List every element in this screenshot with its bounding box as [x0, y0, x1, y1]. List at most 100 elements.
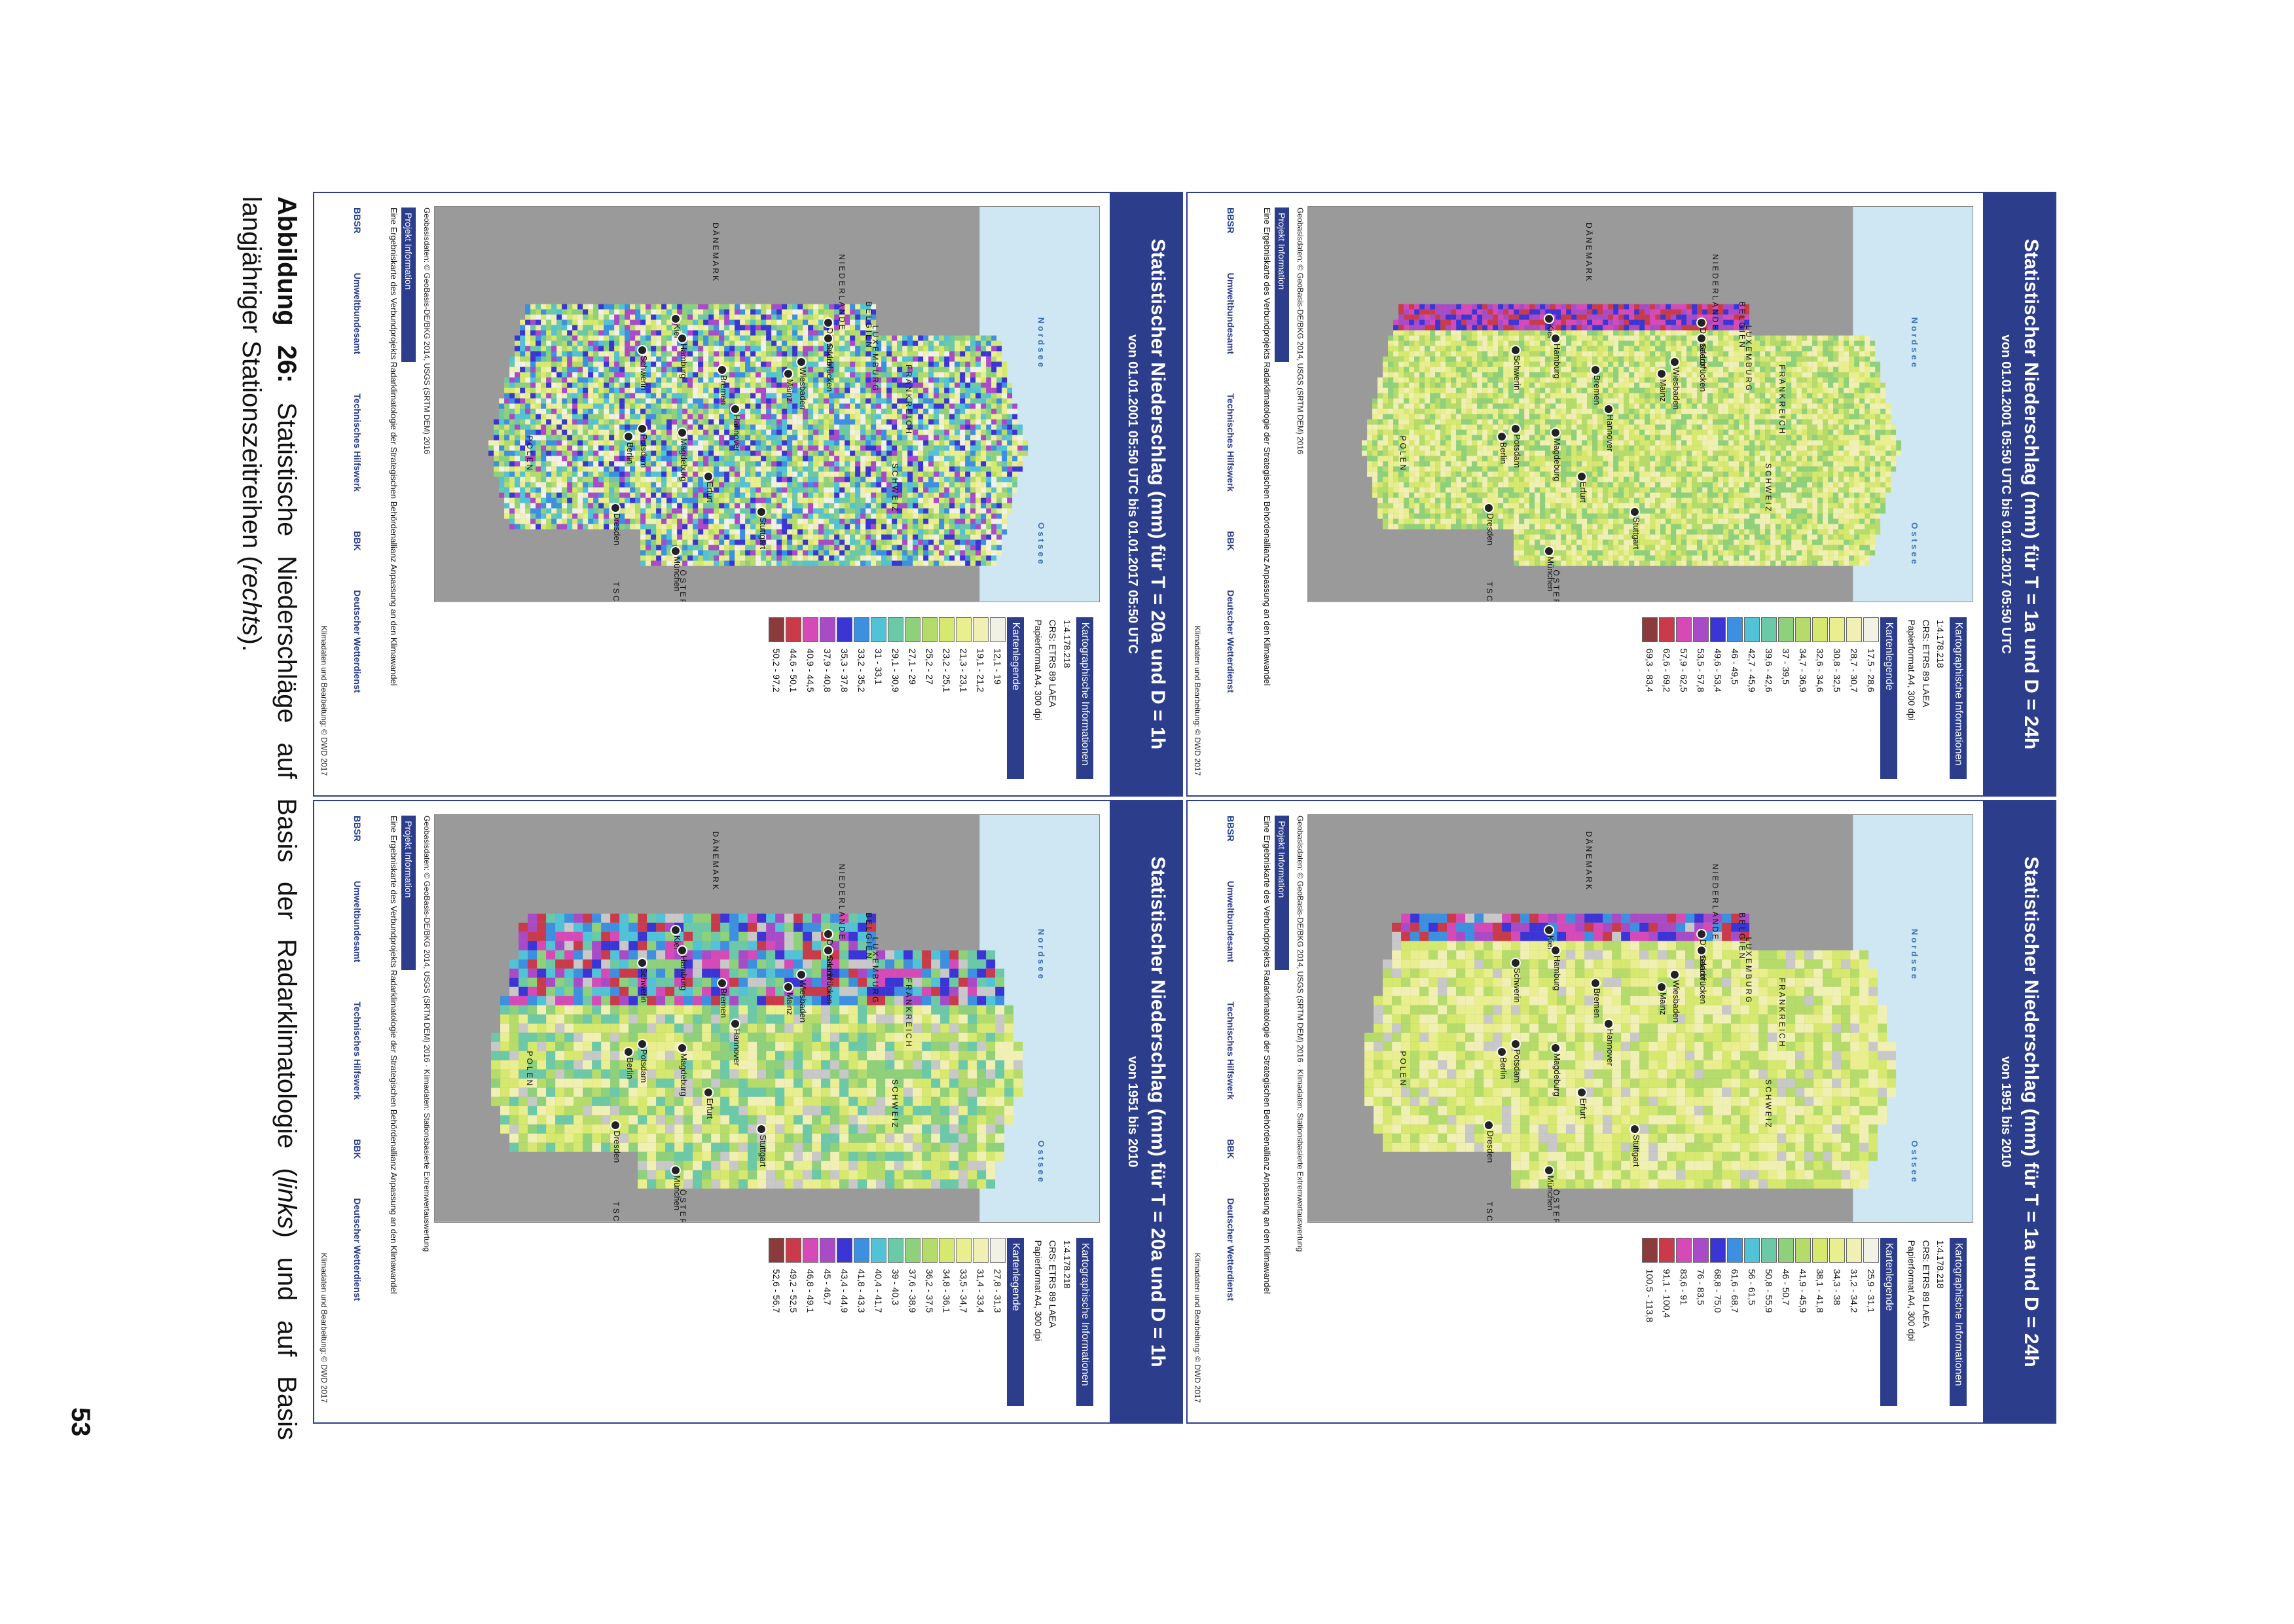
legend-label: 32,6 - 34,6: [1815, 648, 1825, 693]
legend-item: 100,5 - 113,8: [1642, 1237, 1658, 1406]
legend-swatch: [1829, 617, 1845, 642]
legend-swatch: [1727, 1237, 1743, 1263]
country-label: TSCHECHIEN: [1485, 581, 1494, 602]
map-info-text: CRS: ETRS 89 LAEA: [1047, 619, 1058, 708]
legend-label: 83,6 - 91: [1679, 1269, 1689, 1305]
legend-label: 50,2 - 97,2: [771, 648, 782, 693]
legend-label: 41,8 - 43,3: [856, 1269, 867, 1313]
legend-label: 35,3 - 37,8: [839, 648, 850, 693]
legend-label: 31 - 33,1: [873, 648, 884, 685]
city-marker: [1696, 929, 1707, 940]
partner-logo: Technisches Hilfswerk: [1226, 393, 1236, 492]
country-label: LUXEMBURG: [871, 325, 881, 393]
city-marker: [1696, 333, 1707, 344]
legend-item: 49,2 - 52,5: [786, 1237, 801, 1406]
project-text: Eine Ergebniskarte des Verbundprojekts R…: [1262, 816, 1272, 1294]
map-info-text: CRS: ETRS 89 LAEA: [1047, 1240, 1058, 1328]
legend-label: 37,9 - 40,8: [822, 648, 833, 693]
city-label: Hamburg: [678, 343, 689, 379]
legend-label: 39 - 40,3: [890, 1269, 901, 1305]
map-title-banner: Statistischer Niederschlag (mm) für T = …: [1110, 193, 1182, 795]
credit-text: Klimadaten und Bearbeitung: © DWD 2017: [319, 1253, 329, 1403]
city-label: Wiesbaden: [798, 980, 809, 1023]
legend-item: 39 - 40,3: [888, 1237, 903, 1406]
geo-source: Geobasisdaten: © GeoBasis-DE/BKG 2014, U…: [422, 208, 431, 454]
geo-source: Geobasisdaten: © GeoBasis-DE/BKG 2014, U…: [422, 816, 431, 1252]
legend-swatch: [1659, 617, 1675, 642]
legend-heading: Kartenlegende: [1007, 1237, 1024, 1406]
precipitation-map: Nordsee Ostsee Kiel Hamburg Schwerin Bremen Ha…: [1307, 206, 1973, 602]
legend-swatch: [803, 617, 818, 642]
city-marker: [1543, 924, 1554, 935]
legend-swatch: [1710, 617, 1726, 642]
map-legend: Kartographische Informationen 1:4.178.218…: [767, 617, 1093, 779]
city-marker: [676, 1043, 687, 1054]
city-label: Schwerin: [638, 967, 649, 1003]
country-label: SCHWEIZ: [890, 463, 900, 514]
city-marker: [1696, 317, 1707, 328]
project-info: Projekt Information Eine Ergebniskarte de…: [1226, 208, 1289, 770]
country-label: FRANKREICH: [903, 977, 913, 1049]
map-title-banner: Statistischer Niederschlag (mm) für T = …: [1983, 801, 2055, 1422]
legend-label: 25,9 - 31,1: [1866, 1269, 1876, 1313]
legend-item: 12,1 - 19: [990, 617, 1006, 779]
legend-swatch: [990, 617, 1006, 642]
sea-label: Nordsee: [1909, 317, 1920, 370]
legend-item: 19,1 - 21,2: [973, 617, 989, 779]
city-label: Hannover: [1605, 1028, 1615, 1066]
legend-swatch: [837, 617, 852, 642]
country-label: TSCHECHIEN: [611, 581, 621, 602]
partner-logo: Deutscher Wetterdienst: [1226, 1198, 1236, 1301]
map-title: Statistischer Niederschlag (mm) für T = …: [2020, 238, 2042, 750]
city-marker: [1543, 313, 1554, 324]
project-info: Projekt Information Eine Ergebniskarte de…: [1226, 816, 1289, 1398]
country-label: ÖSTERREICH: [1552, 569, 1561, 602]
legend-item: 31 - 33,1: [871, 617, 886, 779]
legend-label: 17,5 - 28,6: [1866, 648, 1876, 693]
partner-logo: BBSR: [352, 208, 363, 234]
legend-swatch: [1812, 1237, 1828, 1263]
legend-swatch: [888, 1237, 903, 1263]
map-info-text: CRS: ETRS 89 LAEA: [1921, 619, 1931, 708]
legend-swatch: [990, 1237, 1006, 1263]
partner-logo: Technisches Hilfswerk: [352, 1001, 363, 1100]
legend-item: 38,1 - 41,8: [1812, 1237, 1828, 1406]
map-legend: Kartographische Informationen 1:4.178.218…: [1641, 617, 1967, 779]
map-panel: Statistischer Niederschlag (mm) für T = …: [313, 192, 1183, 797]
sea-label: Ostsee: [1909, 1140, 1920, 1185]
partner-logo: Technisches Hilfswerk: [1226, 1001, 1236, 1100]
city-label: Potsdam: [638, 1049, 649, 1083]
legend-swatch: [1693, 1237, 1709, 1263]
legend-label: 39,6 - 42,6: [1764, 648, 1774, 693]
legend-item: 91,1 - 100,4: [1659, 1237, 1675, 1406]
legend-swatch: [1659, 1237, 1675, 1263]
legend-item: 35,3 - 37,8: [837, 617, 852, 779]
city-label: Potsdam: [638, 434, 649, 468]
city-marker: [823, 929, 833, 940]
city-marker: [670, 1164, 681, 1176]
logo-row: BBSR Umweltbundesamt Technisches Hilfswerk…: [1226, 208, 1236, 770]
project-info: Projekt Information Eine Ergebniskarte de…: [352, 208, 416, 770]
legend-heading: Kartenlegende: [1880, 1237, 1897, 1406]
country-label: POLEN: [525, 435, 535, 473]
legend-label: 12,1 - 19: [992, 648, 1003, 685]
legend-item: 33,2 - 35,2: [854, 617, 869, 779]
legend-swatch: [1795, 1237, 1811, 1263]
city-marker: [1543, 1164, 1554, 1176]
legend-label: 37,6 - 38,9: [907, 1269, 918, 1313]
city-label: Magdeburg: [678, 438, 689, 482]
map-info-text: 1:4.178.218: [1935, 1240, 1946, 1289]
credit-text: Klimadaten und Bearbeitung: © DWD 2017: [319, 626, 329, 776]
legend-item: 29,1 - 30,9: [888, 617, 903, 779]
city-label: Potsdam: [1512, 1049, 1522, 1083]
city-label: Stuttgart: [758, 1134, 769, 1167]
legend-label: 61,6 - 68,7: [1730, 1269, 1740, 1313]
city-label: Dresden: [612, 1130, 623, 1163]
legend-label: 34,3 - 38: [1832, 1269, 1842, 1305]
partner-logo: BBK: [352, 531, 363, 551]
legend-swatch: [1727, 617, 1743, 642]
legend-item: 76 - 83,5: [1693, 1237, 1709, 1406]
map-subtitle: von 01.01.2001 05:50 UTC bis 01.01.2017 …: [1125, 334, 1140, 655]
city-marker: [1696, 945, 1707, 956]
city-label: Dresden: [1485, 1130, 1496, 1163]
